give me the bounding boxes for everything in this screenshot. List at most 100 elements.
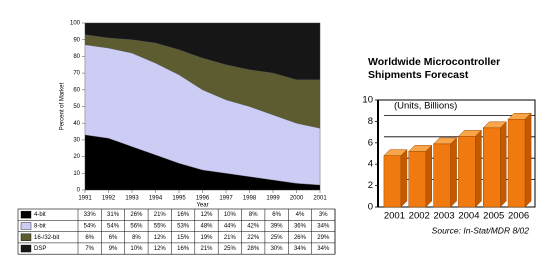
y-tick-label: 90: [73, 37, 80, 43]
table-cell: 22%: [247, 235, 260, 241]
table-cell: 10%: [224, 212, 237, 218]
table-cell: 55%: [154, 224, 167, 230]
bar-side: [400, 149, 408, 208]
y-axis-label: Percent of Market: [60, 82, 66, 130]
table-cell: 16%: [177, 212, 190, 218]
bar-side: [425, 144, 432, 208]
table-cell: 3%: [319, 212, 328, 218]
y-tick-label: 10: [73, 171, 80, 177]
y-tick-label: 30: [73, 137, 80, 143]
table-cell: 44%: [224, 224, 237, 230]
table-cell: 30%: [271, 246, 284, 252]
table-cell: 26%: [130, 212, 143, 218]
x-axis-label: Year: [196, 203, 208, 209]
x-tick-label: 1997: [219, 196, 233, 202]
y-tick-label: 10: [362, 95, 373, 106]
y-tick-label: 50: [73, 104, 80, 110]
table-cell: 29%: [317, 235, 330, 241]
x-tick-label: 2001: [313, 196, 327, 202]
bar-side: [524, 112, 532, 208]
table-cell: 34%: [317, 246, 330, 252]
x-tick-label: 1996: [196, 196, 210, 202]
bar-side: [450, 137, 457, 208]
table-cell: 25%: [271, 235, 284, 241]
x-tick-label: 1998: [243, 196, 257, 202]
table-cell: 42%: [247, 224, 260, 230]
table-cell: 21%: [200, 246, 213, 252]
y-tick-label: 70: [73, 71, 80, 77]
x-tick-label: 2005: [483, 211, 504, 222]
source: Source: In-Stat/MDR 8/02: [432, 225, 530, 235]
x-tick-label: 1991: [78, 196, 92, 202]
y-tick-label: 4: [368, 159, 373, 170]
legend-swatch: [20, 222, 32, 230]
legend-label: DSP: [34, 246, 46, 252]
table-cell: 21%: [154, 212, 167, 218]
x-tick-label: 1995: [172, 196, 186, 202]
table-cell: 9%: [109, 246, 118, 252]
table-cell: 36%: [294, 224, 307, 230]
table-cell: 21%: [224, 235, 237, 241]
table-cell: 26%: [294, 235, 307, 241]
x-tick-label: 1994: [149, 196, 163, 202]
x-tick-label: 1999: [266, 196, 280, 202]
table-cell: 19%: [200, 235, 213, 241]
legend-swatch: [20, 244, 32, 253]
bar: [507, 119, 526, 208]
table-cell: 8%: [132, 235, 141, 241]
y-tick-label: 40: [73, 121, 80, 127]
x-tick-label: 2001: [384, 211, 405, 222]
area: [84, 22, 321, 80]
table-cell: 15%: [177, 235, 190, 241]
table-cell: 56%: [130, 224, 143, 230]
legend-label: 8-bit: [34, 224, 46, 230]
table-cell: 8%: [249, 212, 258, 218]
legend-swatch: [20, 233, 32, 241]
x-tick-label: 2002: [409, 211, 430, 222]
y-tick-label: 0: [368, 202, 373, 213]
y-tick-label: 0: [77, 188, 81, 194]
table-cell: 6%: [272, 212, 281, 218]
table-cell: 12%: [200, 212, 213, 218]
y-tick-label: 8: [368, 116, 373, 127]
table-cell: 25%: [224, 246, 237, 252]
table-cell: 6%: [85, 235, 94, 241]
table-cell: 34%: [317, 224, 330, 230]
legend-label: 16-/32-bit: [34, 235, 60, 241]
bar: [458, 136, 476, 208]
chart-title: Worldwide Microcontroller Shipments Fore…: [368, 56, 501, 81]
table-cell: 28%: [247, 246, 260, 252]
legend-swatch: [20, 210, 32, 219]
y-tick-label: 6: [368, 137, 373, 148]
x-tick-label: 2003: [434, 211, 455, 222]
table-cell: 12%: [154, 246, 167, 252]
table-cell: 7%: [85, 246, 94, 252]
y-tick-label: 20: [73, 154, 80, 160]
bar-side: [475, 129, 482, 208]
table-cell: 39%: [271, 224, 284, 230]
y-tick-label: 80: [73, 54, 80, 60]
table-cell: 6%: [109, 235, 118, 241]
table-cell: 54%: [84, 224, 97, 230]
bar: [433, 143, 451, 208]
legend-label: 4-bit: [34, 212, 46, 218]
x-tick-label: 2000: [290, 196, 304, 202]
table-cell: 33%: [84, 212, 97, 218]
table-cell: 16%: [177, 246, 190, 252]
bar: [383, 155, 402, 208]
y-tick-label: 60: [73, 87, 80, 93]
table-cell: 34%: [294, 246, 307, 252]
x-tick-label: 2006: [508, 211, 529, 222]
table-cell: 10%: [130, 246, 143, 252]
bar: [408, 151, 426, 208]
y-tick-label: 100: [70, 21, 81, 27]
annotation: (Units, Billions): [394, 101, 457, 112]
table-cell: 31%: [107, 212, 120, 218]
table-cell: 12%: [154, 235, 167, 241]
table-cell: 53%: [177, 224, 190, 230]
x-tick-label: 2004: [458, 211, 479, 222]
table-cell: 4%: [296, 212, 305, 218]
table-cell: 48%: [200, 224, 213, 230]
